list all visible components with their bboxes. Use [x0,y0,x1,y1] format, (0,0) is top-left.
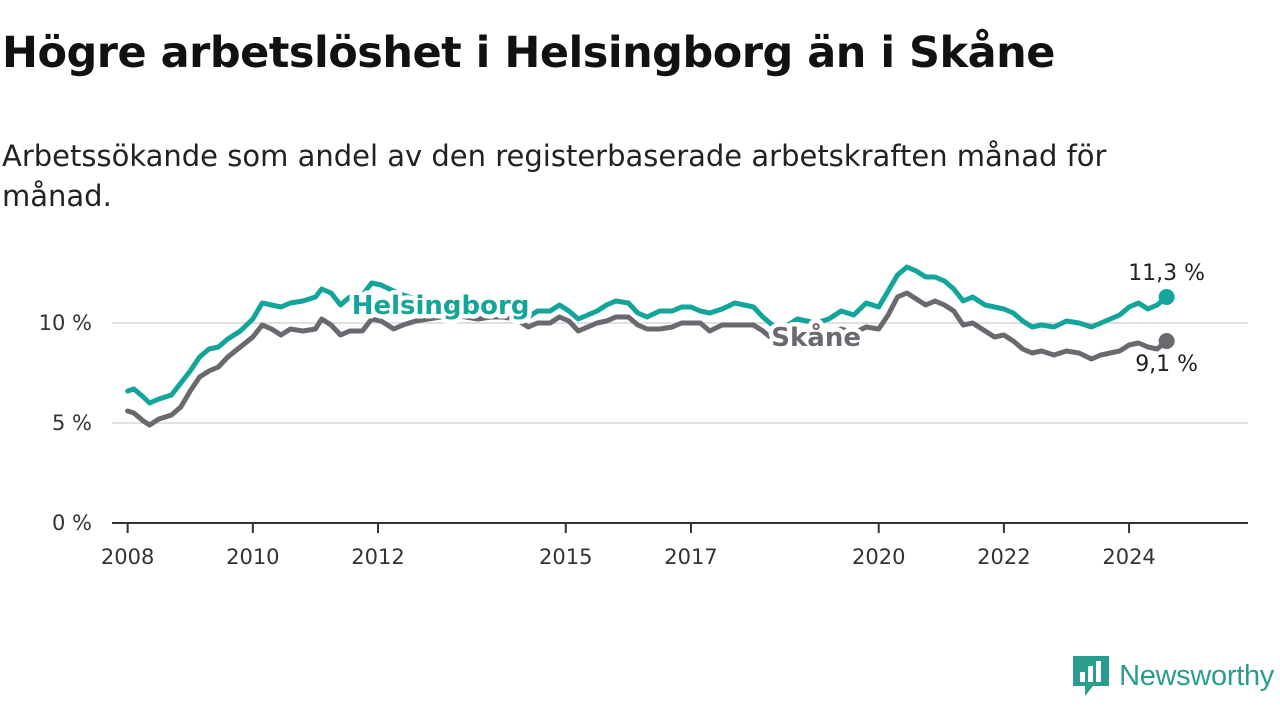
y-tick-label: 10 % [39,311,92,335]
series-labels: 11,3 % 9,1 % Helsingborg Skåne [347,258,1208,380]
end-value-label-helsingborg: 11,3 % [1128,261,1205,286]
y-tick-label: 0 % [52,511,92,535]
chart-title: Högre arbetslöshet i Helsingborg än i Sk… [2,28,1055,78]
newsworthy-logo-icon [1073,656,1110,696]
series-line-helsingborg [125,264,1170,406]
x-tick-label: 2015 [539,545,592,569]
newsworthy-logo: Newsworthy [1073,656,1274,696]
series-label-skane: Skåne [771,321,861,353]
x-tick-label: 2017 [664,545,717,569]
end-value-label-skane: 9,1 % [1135,352,1198,377]
y-tick-label: 5 % [52,411,92,435]
series-label-helsingborg: Helsingborg [352,291,530,321]
newsworthy-logo-text: Newsworthy [1119,659,1274,692]
x-tick-label: 2010 [226,545,279,569]
x-tick-label: 2020 [852,545,905,569]
series-line-skane [125,290,1170,428]
x-tick-label: 2008 [101,545,154,569]
chart-subtitle: Arbetssökande som andel av den registerb… [2,139,1107,213]
x-tick-label: 2012 [351,545,404,569]
gridlines [112,322,1248,424]
end-point-helsingborg [1158,289,1175,305]
end-point-skane [1158,333,1175,349]
x-tick-label: 2024 [1102,545,1155,569]
axes: 0 % 5 % 10 % 2008 2010 2012 2015 2017 2020 2022 20… [39,311,1248,569]
x-tick-label: 2022 [977,545,1030,569]
series-lines [125,264,1175,428]
